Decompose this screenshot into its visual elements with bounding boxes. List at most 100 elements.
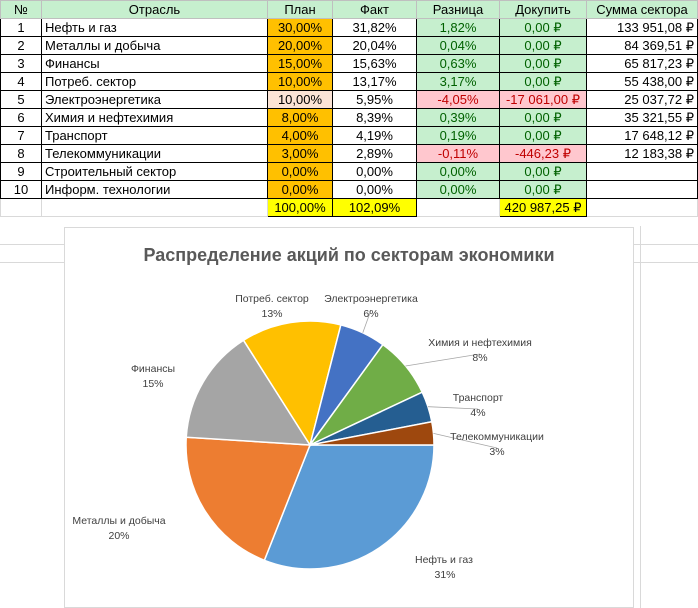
buy-cell[interactable]: 0,00 ₽ (499, 36, 587, 55)
pie-chart[interactable]: Распределение акций по секторам экономик… (64, 227, 634, 608)
pie-slice[interactable] (242, 320, 342, 447)
sector-name-cell[interactable]: Электроэнергетика (41, 90, 268, 109)
fact-cell[interactable]: 0,00% (332, 180, 417, 199)
fact-cell[interactable]: 4,19% (332, 126, 417, 145)
header-plan[interactable]: План (267, 0, 333, 19)
slice-percent-label: 13% (261, 308, 282, 320)
total-buy-cell[interactable]: 420 987,25 ₽ (499, 198, 587, 217)
total-plan-cell[interactable]: 100,00% (267, 198, 333, 217)
diff-cell[interactable]: 0,19% (416, 126, 500, 145)
sector-sum-cell[interactable]: 55 438,00 ₽ (586, 72, 698, 91)
fact-cell[interactable]: 0,00% (332, 162, 417, 181)
sector-sum-cell[interactable]: 25 037,72 ₽ (586, 90, 698, 109)
sector-sum-cell[interactable] (586, 180, 698, 199)
buy-cell[interactable]: -446,23 ₽ (499, 144, 587, 163)
plan-cell[interactable]: 10,00% (267, 90, 333, 109)
table-row: 3 Финансы 15,00% 15,63% 0,63% 0,00 ₽65 817,23… (0, 54, 698, 73)
header-sector[interactable]: Отрасль (41, 0, 268, 19)
sector-name-cell[interactable]: Металлы и добыча (41, 36, 268, 55)
buy-cell[interactable]: 0,00 ₽ (499, 54, 587, 73)
plan-cell[interactable]: 0,00% (267, 162, 333, 181)
slice-percent-label: 31% (434, 569, 455, 581)
header-buy[interactable]: Докупить (499, 0, 587, 19)
total-fact-cell[interactable]: 102,09% (332, 198, 417, 217)
sector-name-cell[interactable]: Строительный сектор (41, 162, 268, 181)
sector-sum-cell[interactable]: 133 951,08 ₽ (586, 18, 698, 37)
slice-percent-label: 6% (363, 308, 378, 320)
row-number-cell[interactable]: 8 (0, 144, 42, 163)
diff-cell[interactable]: 0,00% (416, 162, 500, 181)
diff-cell[interactable]: -0,11% (416, 144, 500, 163)
fact-cell[interactable]: 20,04% (332, 36, 417, 55)
diff-cell[interactable]: 0,63% (416, 54, 500, 73)
buy-cell[interactable]: 0,00 ₽ (499, 72, 587, 91)
row-number-cell[interactable]: 1 (0, 18, 42, 37)
plan-cell[interactable]: 8,00% (267, 108, 333, 127)
header-sum[interactable]: Сумма сектора (586, 0, 698, 19)
sector-sum-cell[interactable]: 17 648,12 ₽ (586, 126, 698, 145)
buy-cell[interactable]: 0,00 ₽ (499, 18, 587, 37)
buy-cell[interactable]: -17 061,00 ₽ (499, 90, 587, 109)
plan-cell[interactable]: 3,00% (267, 144, 333, 163)
row-number-cell[interactable]: 3 (0, 54, 42, 73)
sector-name-cell[interactable]: Потреб. сектор (41, 72, 268, 91)
fact-cell[interactable]: 15,63% (332, 54, 417, 73)
buy-cell[interactable]: 0,00 ₽ (499, 126, 587, 145)
sector-sum-cell[interactable]: 35 321,55 ₽ (586, 108, 698, 127)
diff-cell[interactable]: 0,39% (416, 108, 500, 127)
sector-sum-cell[interactable] (586, 162, 698, 181)
diff-cell[interactable]: 0,04% (416, 36, 500, 55)
plan-cell[interactable]: 0,00% (267, 180, 333, 199)
sector-name-cell[interactable]: Финансы (41, 54, 268, 73)
row-number-cell[interactable]: 2 (0, 36, 42, 55)
plan-cell[interactable]: 30,00% (267, 18, 333, 37)
empty-cell[interactable] (586, 198, 698, 217)
fact-cell[interactable]: 2,89% (332, 144, 417, 163)
pie-slice[interactable] (185, 436, 312, 562)
diff-cell[interactable]: -4,05% (416, 90, 500, 109)
row-number-cell[interactable]: 4 (0, 72, 42, 91)
leader-line (405, 353, 481, 367)
slice-percent-label: 8% (472, 352, 487, 364)
diff-cell[interactable]: 3,17% (416, 72, 500, 91)
header-fact[interactable]: Факт (332, 0, 417, 19)
buy-cell[interactable]: 0,00 ₽ (499, 108, 587, 127)
plan-cell[interactable]: 10,00% (267, 72, 333, 91)
slice-percent-label: 15% (142, 378, 163, 390)
row-number-cell[interactable]: 10 (0, 180, 42, 199)
fact-cell[interactable]: 5,95% (332, 90, 417, 109)
empty-cell[interactable] (41, 198, 268, 217)
row-number-cell[interactable]: 6 (0, 108, 42, 127)
fact-cell[interactable]: 13,17% (332, 72, 417, 91)
table-row: 1 Нефть и газ 30,00% 31,82% 1,82% 0,00 ₽133 9… (0, 18, 698, 37)
sector-name-cell[interactable]: Информ. технологии (41, 180, 268, 199)
empty-cell[interactable] (0, 198, 42, 217)
pie-slice[interactable] (263, 444, 435, 570)
sector-name-cell[interactable]: Транспорт (41, 126, 268, 145)
sector-sum-cell[interactable]: 12 183,38 ₽ (586, 144, 698, 163)
buy-cell[interactable]: 0,00 ₽ (499, 180, 587, 199)
plan-cell[interactable]: 15,00% (267, 54, 333, 73)
row-number-cell[interactable]: 9 (0, 162, 42, 181)
diff-cell[interactable]: 1,82% (416, 18, 500, 37)
fact-cell[interactable]: 31,82% (332, 18, 417, 37)
sector-name-cell[interactable]: Телекоммуникации (41, 144, 268, 163)
sector-sum-cell[interactable]: 65 817,23 ₽ (586, 54, 698, 73)
row-number-cell[interactable]: 7 (0, 126, 42, 145)
header-number[interactable]: № (0, 0, 42, 19)
plan-cell[interactable]: 4,00% (267, 126, 333, 145)
sector-name-cell[interactable]: Нефть и газ (41, 18, 268, 37)
row-number-cell[interactable]: 5 (0, 90, 42, 109)
buy-cell[interactable]: 0,00 ₽ (499, 162, 587, 181)
table-row: 8 Телекоммуникации 3,00% 2,89% -0,11% -446,23… (0, 144, 698, 163)
fact-cell[interactable]: 8,39% (332, 108, 417, 127)
header-diff[interactable]: Разница (416, 0, 500, 19)
pie-slice[interactable] (185, 339, 312, 446)
plan-cell[interactable]: 20,00% (267, 36, 333, 55)
table-header-row: № Отрасль План Факт Разница Докупить Сум… (0, 0, 698, 19)
sector-name-cell[interactable]: Химия и нефтехимия (41, 108, 268, 127)
table-row: 4 Потреб. сектор 10,00% 13,17% 3,17% 0,00 ₽55… (0, 72, 698, 91)
sector-sum-cell[interactable]: 84 369,51 ₽ (586, 36, 698, 55)
diff-cell[interactable]: 0,00% (416, 180, 500, 199)
empty-cell[interactable] (416, 198, 500, 217)
